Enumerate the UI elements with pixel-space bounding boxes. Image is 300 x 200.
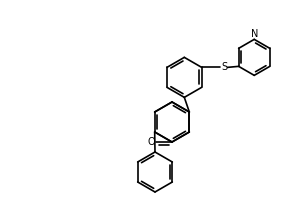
- Text: N: N: [250, 29, 258, 39]
- Text: S: S: [222, 62, 228, 72]
- Text: O: O: [147, 137, 155, 147]
